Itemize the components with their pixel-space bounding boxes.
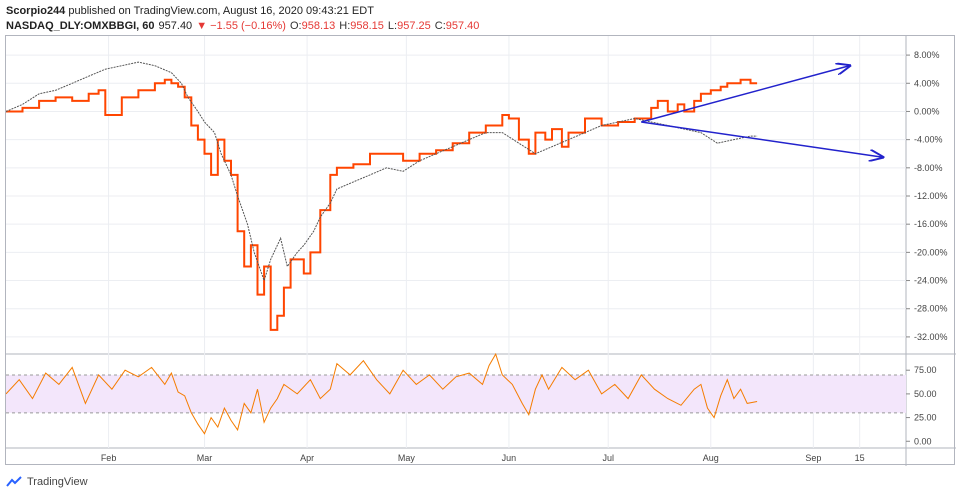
x-tick-label: Feb [101, 453, 117, 463]
rsi-line [6, 352, 758, 435]
y-tick-label: -28.00% [914, 304, 948, 314]
published-text: published on TradingView.com, August 16,… [68, 5, 374, 17]
author-name[interactable]: Scorpio244 [6, 5, 66, 17]
x-tick-label: Jun [502, 453, 517, 463]
rsi-tick-label: 0.00 [914, 436, 932, 446]
x-tick-label: Sep [805, 453, 821, 463]
y-tick-label: 4.00% [914, 78, 940, 88]
y-tick-label: 8.00% [914, 50, 940, 60]
brand-text: TradingView [27, 476, 88, 488]
x-tick-label: Apr [300, 453, 314, 463]
x-tick-label: Jul [602, 453, 614, 463]
x-tick-label: Aug [703, 453, 719, 463]
last-price: 957.40 [158, 20, 193, 32]
price-change: ▼ −1.55 (−0.16%) [196, 20, 286, 32]
ohlc-low: L:957.25 [387, 20, 431, 32]
y-tick-label: 0.00% [914, 106, 940, 116]
y-tick-label: -24.00% [914, 276, 948, 286]
series-line-omxbbgi [6, 78, 758, 331]
x-tick-label: Mar [197, 453, 213, 463]
y-tick-label: -4.00% [914, 135, 943, 145]
x-tick-label: May [398, 453, 416, 463]
y-tick-label: -16.00% [914, 219, 948, 229]
rsi-tick-label: 75.00 [914, 365, 937, 375]
trend-arrow-2 [641, 121, 883, 157]
tradingview-brand[interactable]: TradingView [6, 476, 88, 488]
tradingview-logo-icon [6, 476, 22, 487]
y-tick-label: -32.00% [914, 332, 948, 342]
rsi-tick-label: 25.00 [914, 413, 937, 423]
x-tick-label: 15 [855, 453, 865, 463]
ohlc-close: C:957.40 [434, 20, 480, 32]
publisher-line: Scorpio244 published on TradingView.com,… [6, 5, 374, 17]
ohlc-high: H:958.15 [339, 20, 384, 32]
chart-frame[interactable]: 8.00% 4.00% 0.00% -4.00% -8.00% -12.00% -16.00… [5, 35, 956, 466]
rsi-tick-label: 50.00 [914, 389, 937, 399]
symbol-legend: NASDAQ_DLY:OMXBBGI, 60 957.40 ▼ −1.55 (−… [6, 20, 479, 32]
y-tick-label: -8.00% [914, 163, 943, 173]
y-tick-label: -12.00% [914, 191, 948, 201]
series-line-compare [6, 61, 758, 283]
ohlc-open: O:958.13 [289, 20, 336, 32]
y-tick-label: -20.00% [914, 247, 948, 257]
rsi-band [6, 374, 906, 413]
chart-canvas[interactable]: 8.00% 4.00% 0.00% -4.00% -8.00% -12.00% -16.00… [6, 36, 956, 466]
trend-arrow-1 [641, 66, 849, 123]
symbol-name[interactable]: NASDAQ_DLY:OMXBBGI, 60 [6, 20, 155, 32]
